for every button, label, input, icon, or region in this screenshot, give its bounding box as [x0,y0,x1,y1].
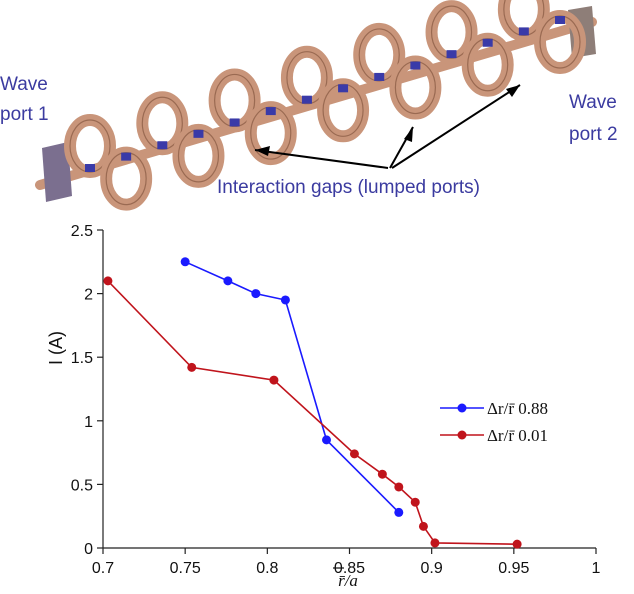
interaction-gap [301,95,312,104]
interaction-gap [374,72,385,81]
port1-line2: port 1 [0,104,49,125]
data-point [410,497,420,507]
port2-line1: Wave [569,92,617,113]
x-tick-label: 0.95 [498,560,529,577]
interaction-gap [482,38,493,47]
arrow-1 [254,149,389,169]
x-tick-label: 0.9 [421,560,443,577]
data-point [280,295,290,305]
interaction-gap [265,107,276,116]
axes [97,229,597,554]
interaction-gap [518,27,529,36]
data-point [269,375,279,385]
data-point [512,539,522,549]
series [103,257,522,549]
legend-entry-2: Δr/r̄ 0.01 [440,426,548,445]
wave-port-1-label: Wave port 1 [0,74,49,125]
interaction-gap [338,84,349,93]
interaction-gap [157,141,168,150]
serpentine-waveguide [35,0,597,211]
y-axis-label: I (A) [46,331,66,365]
data-point [418,521,428,531]
data-point [180,257,190,267]
arrow-1-head [255,146,270,156]
gap-arrows [254,84,521,169]
slow-wave-structure: Wave port 1 Wave port 2 Interaction gaps… [0,0,618,211]
x-tick-label: 0.75 [170,560,201,577]
x-axis-label: r̄/a [333,567,358,590]
legend-label: Δr/r̄ 0.88 [487,399,548,418]
series-line [107,280,518,545]
legend-swatch-marker [457,430,467,440]
y-tick-label: 0.5 [71,477,93,494]
interaction-gap [555,16,565,24]
data-point [377,469,387,479]
y-tick-label: 2.5 [71,223,93,240]
interaction-gaps-label: Interaction gaps (lumped ports) [217,177,480,198]
legend-swatch-marker [457,403,467,413]
interaction-gap [85,164,95,172]
port2-line2: port 2 [569,124,618,145]
legend-label: Δr/r̄ 0.01 [487,426,548,445]
arrow-2-head [404,127,413,142]
arrow-3-head [506,85,520,97]
series-line [184,261,400,513]
series-2 [103,276,522,549]
data-point [394,482,404,492]
data-point [349,449,359,459]
data-point [103,276,113,286]
interaction-gap [229,118,240,127]
legend: Δr/r̄ 0.88 Δr/r̄ 0.01 [440,399,548,445]
x-tick-label: 0.7 [92,560,114,577]
port1-line1: Wave [0,74,48,95]
data-point [430,538,440,548]
interaction-gap [446,50,457,59]
interaction-gap [193,129,204,138]
series-1 [180,257,404,517]
y-tick-label: 0 [84,541,93,558]
arrow-3 [391,84,521,169]
interaction-gap [410,61,421,70]
x-tick-label: 1 [592,560,601,577]
port-1-block [42,142,72,202]
interaction-gap [121,152,132,161]
y-tick-label: 2 [84,287,93,304]
y-tick-labels: 0 0.5 1 1.5 2 2.5 [71,223,93,558]
wave-port-2-label: Wave port 2 [569,92,618,145]
data-point [321,435,331,445]
y-tick-label: 1.5 [71,350,93,367]
x-axis-title: r̄/a [338,571,358,590]
x-tick-labels: 0.7 0.75 0.8 0.85 0.9 0.95 1 [92,560,601,577]
legend-entry-1: Δr/r̄ 0.88 [440,399,548,418]
y-tick-label: 1 [84,414,93,431]
data-point [251,289,261,299]
data-point [394,507,404,517]
x-tick-label: 0.85 [334,560,365,577]
x-tick-label: 0.8 [256,560,278,577]
data-point [187,362,197,372]
chart: 0 0.5 1 1.5 2 2.5 0.7 0.75 0.8 0.85 0.9 0.95 1 I (A… [46,223,601,590]
data-point [223,276,233,286]
